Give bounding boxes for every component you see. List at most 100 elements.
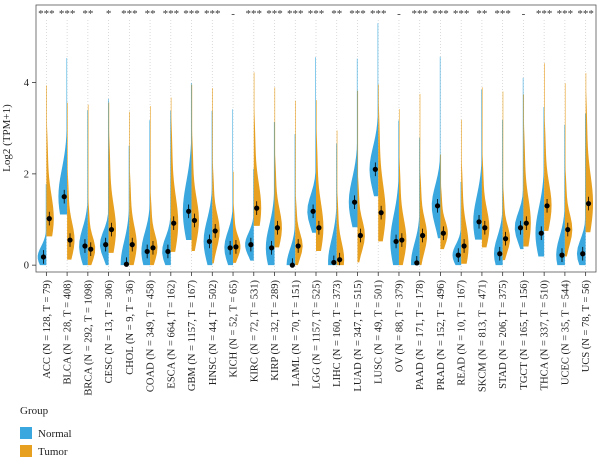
significance-label: *** [370, 8, 387, 20]
x-tick-label: LGG (N = 1157, T = 525) [312, 280, 323, 389]
median-point-tumor [482, 225, 488, 231]
legend-label-tumor: Tumor [38, 446, 68, 458]
median-point-tumor [171, 220, 177, 226]
median-point-normal [351, 199, 358, 205]
violin-normal [182, 82, 192, 241]
median-point-normal [476, 219, 482, 225]
median-point-tumor [129, 242, 135, 248]
legend: Group Normal Tumor [20, 405, 72, 458]
median-point-normal [165, 248, 171, 255]
significance-label: - [397, 8, 401, 20]
median-point-tumor [502, 236, 509, 242]
x-tick-label: TGCT (N = 165, T = 156) [519, 280, 530, 390]
violin-tumor [316, 100, 324, 252]
median-point-normal [414, 260, 420, 266]
x-tick-label: BRCA (N = 292, T = 1098) [83, 279, 94, 395]
violin-tumor [108, 102, 117, 253]
violin-tumor [46, 85, 54, 237]
median-point-tumor [544, 203, 550, 209]
x-tick-label: ACC (N = 128, T = 79) [42, 280, 53, 379]
y-tick-label: 2 [24, 169, 29, 180]
x-tick-label: KIRP (N = 32, T = 289) [270, 280, 281, 381]
median-point-tumor [254, 205, 260, 211]
violin-tumor [564, 83, 573, 257]
violin-normal [286, 134, 296, 266]
x-tick-label: HNSC (N = 44, T = 502) [208, 280, 219, 386]
significance-layer: *** *** ** * *** ** *** *** *** - *** *** *** *** ** **… [38, 8, 594, 20]
violin-layer [37, 23, 594, 266]
significance-label: * [106, 8, 112, 20]
x-tick-label: UCS (N = 78, T = 56) [581, 280, 592, 373]
median-point-normal [580, 251, 586, 257]
significance-label: ** [331, 8, 342, 20]
violin-normal [307, 57, 316, 233]
x-tick-label: KIRC (N = 72, T = 531) [249, 280, 260, 383]
median-point-tumor [440, 230, 446, 236]
significance-label: *** [163, 8, 180, 20]
violin-normal [369, 23, 379, 197]
median-point-normal [331, 259, 337, 266]
legend-swatch-tumor [20, 445, 32, 457]
median-point-normal [310, 208, 316, 214]
median-point-tumor [233, 244, 239, 250]
violin-tumor [378, 84, 386, 242]
violin-normal [493, 119, 503, 266]
median-point-normal [393, 238, 399, 245]
x-tick-label: OV (N = 88, T = 379) [394, 280, 405, 373]
violin-normal [514, 77, 524, 250]
significance-label: *** [204, 8, 221, 20]
significance-label: *** [308, 8, 325, 20]
median-point-tumor [357, 232, 363, 239]
significance-label: *** [453, 8, 470, 20]
legend-swatch-normal [20, 427, 32, 439]
y-tick-label: 0 [24, 261, 29, 272]
median-point-normal [497, 251, 503, 257]
violin-normal [37, 184, 47, 266]
violin-tumor [87, 104, 96, 266]
median-point-normal [289, 262, 295, 268]
x-tick-label: CESC (N = 13, T = 306) [104, 280, 115, 384]
median-point-tumor [88, 246, 94, 252]
violin-tumor [398, 109, 407, 266]
median-point-tumor [378, 210, 384, 216]
violin-tumor [502, 91, 511, 261]
violin-normal [58, 58, 68, 215]
median-point-tumor [212, 228, 218, 234]
median-point-tumor [274, 225, 281, 231]
significance-label: - [522, 8, 526, 20]
violin-tumor [233, 171, 241, 263]
significance-label: ** [476, 8, 487, 20]
violin-tumor [295, 100, 303, 266]
median-point-tumor [108, 226, 115, 233]
violin-normal [245, 168, 254, 261]
median-point-tumor [316, 225, 322, 231]
y-axis: 0 2 4 [24, 78, 36, 272]
significance-label: - [231, 8, 235, 20]
violin-normal [265, 122, 275, 266]
median-point-normal [538, 230, 544, 236]
median-point-tumor [585, 200, 592, 207]
violin-tumor [440, 154, 448, 250]
median-point-normal [103, 242, 109, 248]
median-point-tumor [461, 243, 467, 249]
x-tick-label: PAAD (N = 171, T = 178) [415, 279, 426, 389]
median-point-tumor [191, 217, 198, 224]
x-tick-label: CHOL (N = 9, T = 36) [125, 280, 136, 375]
significance-label: *** [266, 8, 283, 20]
x-tick-label: LUAD (N = 347, T = 515) [353, 280, 364, 392]
violin-normal [411, 137, 420, 266]
median-point-normal [517, 225, 524, 231]
median-layer [40, 162, 592, 268]
median-point-tumor [337, 257, 343, 263]
y-tick-label: 4 [24, 78, 30, 89]
significance-label: *** [432, 8, 449, 20]
median-point-normal [82, 243, 88, 249]
median-point-tumor [150, 245, 156, 251]
significance-label: *** [38, 8, 55, 20]
median-point-normal [455, 252, 461, 258]
significance-label: ** [82, 8, 93, 20]
violin-tumor [150, 106, 158, 266]
median-point-tumor [399, 237, 405, 243]
median-point-normal [372, 166, 378, 172]
